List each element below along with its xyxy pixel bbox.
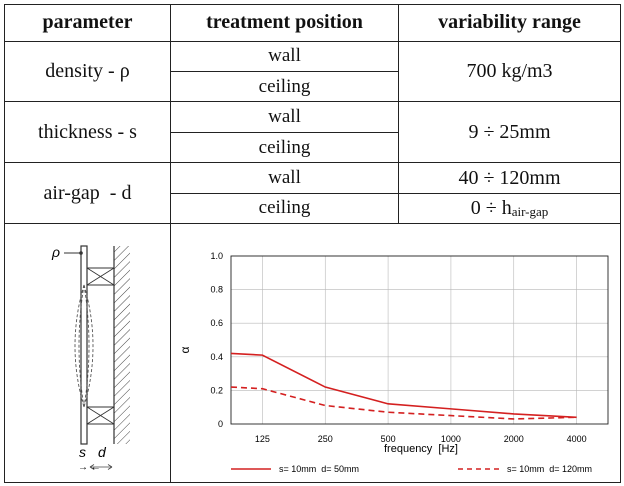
range-density: 700 kg/m3 bbox=[398, 40, 621, 103]
support-top bbox=[86, 267, 114, 286]
mode-curve bbox=[78, 285, 84, 408]
x-tick-label: 1000 bbox=[441, 434, 461, 444]
panel-diagram-cell: ρ s d → ← bbox=[4, 223, 171, 483]
range-air-gap-wall: 40 ÷ 120mm bbox=[398, 162, 621, 194]
rho-label: ρ bbox=[51, 244, 60, 260]
x-tick-label: 2000 bbox=[504, 434, 524, 444]
range-air-gap-ceiling: 0 ÷ hair-gap bbox=[398, 192, 621, 225]
param-air-gap-label: air-gap - d bbox=[43, 181, 132, 204]
y-tick-label: 0.4 bbox=[210, 352, 223, 362]
header-treatment-position: treatment position bbox=[170, 4, 399, 42]
position-ceiling: ceiling bbox=[170, 192, 399, 225]
range-thickness: 9 ÷ 25mm bbox=[398, 101, 621, 164]
mode-curve bbox=[83, 285, 93, 408]
position-wall: wall bbox=[170, 40, 399, 72]
support-bottom-cross bbox=[86, 406, 114, 425]
parameter-table: parameter treatment position variability… bbox=[4, 4, 621, 483]
param-density: density - ρ bbox=[4, 40, 171, 103]
y-tick-label: 0 bbox=[218, 419, 223, 429]
d-arrow-head-right bbox=[107, 464, 112, 470]
position-ceiling: ceiling bbox=[170, 70, 399, 103]
rho-pointer-dot bbox=[78, 251, 83, 255]
param-thickness: thickness - s bbox=[4, 101, 171, 164]
y-tick-label: 0.6 bbox=[210, 318, 223, 328]
mode-curve bbox=[74, 285, 84, 408]
legend-label-dashed: s= 10mm d= 120mm bbox=[507, 464, 592, 473]
d-label: d bbox=[98, 444, 107, 460]
mode-curve bbox=[83, 285, 89, 408]
x-axis-label: frequency [Hz] bbox=[384, 443, 458, 455]
range-air-gap-ceiling-sub: air-gap bbox=[511, 203, 549, 219]
y-tick-label: 0.2 bbox=[210, 386, 223, 396]
header-variability-range: variability range bbox=[398, 4, 621, 42]
legend-label-solid: s= 10mm d= 50mm bbox=[279, 464, 359, 473]
wall-hatch bbox=[113, 246, 130, 445]
position-wall: wall bbox=[170, 162, 399, 194]
x-tick-label: 500 bbox=[381, 434, 396, 444]
y-axis-label: α bbox=[178, 347, 192, 354]
range-air-gap-ceiling-prefix: 0 ÷ h bbox=[470, 196, 512, 219]
legend: s= 10mm d= 50mm s= 10mm d= 120mm bbox=[231, 464, 592, 474]
position-wall: wall bbox=[170, 101, 399, 133]
panel-diagram: ρ s d → ← bbox=[51, 244, 130, 473]
header-parameter: parameter bbox=[4, 4, 171, 42]
s-label: s bbox=[79, 444, 86, 460]
series-line-solid bbox=[230, 352, 577, 419]
plot-frame bbox=[230, 255, 609, 425]
support-bottom bbox=[86, 406, 114, 425]
param-air-gap: air-gap - d bbox=[4, 162, 171, 225]
position-ceiling: ceiling bbox=[170, 131, 399, 164]
s-dims: → ← bbox=[78, 462, 101, 473]
d-arrow-head-left bbox=[89, 464, 94, 470]
panel-plate bbox=[79, 245, 88, 445]
x-tick-label: 250 bbox=[318, 434, 333, 444]
x-tick-label: 125 bbox=[255, 434, 270, 444]
y-tick-label: 0.8 bbox=[210, 285, 223, 295]
support-top-cross bbox=[86, 267, 114, 286]
chart-cell: 0 0.2 0.4 0.6 0.8 1.0 125 250 500 1000 2000 4000 α … bbox=[170, 223, 621, 483]
x-tick-label: 4000 bbox=[567, 434, 587, 444]
y-tick-label: 1.0 bbox=[210, 251, 223, 261]
